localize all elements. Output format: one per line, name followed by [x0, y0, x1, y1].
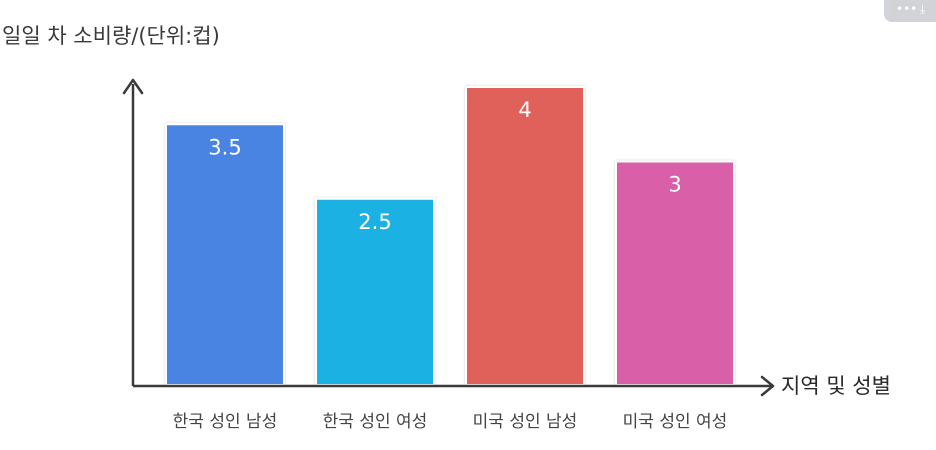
x-axis-title: 지역 및 성별: [781, 374, 891, 398]
data-label-2: 4: [518, 98, 531, 122]
x-tick-label-0: 한국 성인 남성: [173, 412, 278, 432]
bar-3: [615, 160, 735, 386]
x-tick-label-2: 미국 성인 남성: [473, 412, 578, 432]
x-tick-labels: 한국 성인 남성 한국 성인 여성 미국 성인 남성 미국 성인 여성: [173, 412, 728, 432]
x-tick-label-1: 한국 성인 여성: [323, 412, 428, 432]
x-tick-label-3: 미국 성인 여성: [623, 412, 728, 432]
bar-1: [315, 197, 435, 386]
y-axis-title: 일일 차 소비량/(단위:컵): [2, 24, 220, 48]
x-axis-arrow: [760, 375, 775, 397]
data-label-0: 3.5: [208, 135, 241, 159]
more-icon[interactable]: •••: [896, 2, 918, 16]
axes-group: [122, 78, 775, 397]
bars-group: 3.5 2.5 4 3: [165, 86, 735, 386]
bar-0: [165, 123, 285, 386]
bar-2: [465, 86, 585, 386]
data-label-3: 3: [668, 173, 681, 197]
download-icon[interactable]: ⤓: [920, 2, 926, 16]
chart-toolbar[interactable]: ••• ⤓: [884, 0, 936, 22]
data-label-1: 2.5: [358, 210, 391, 234]
y-axis-arrow: [122, 78, 144, 95]
